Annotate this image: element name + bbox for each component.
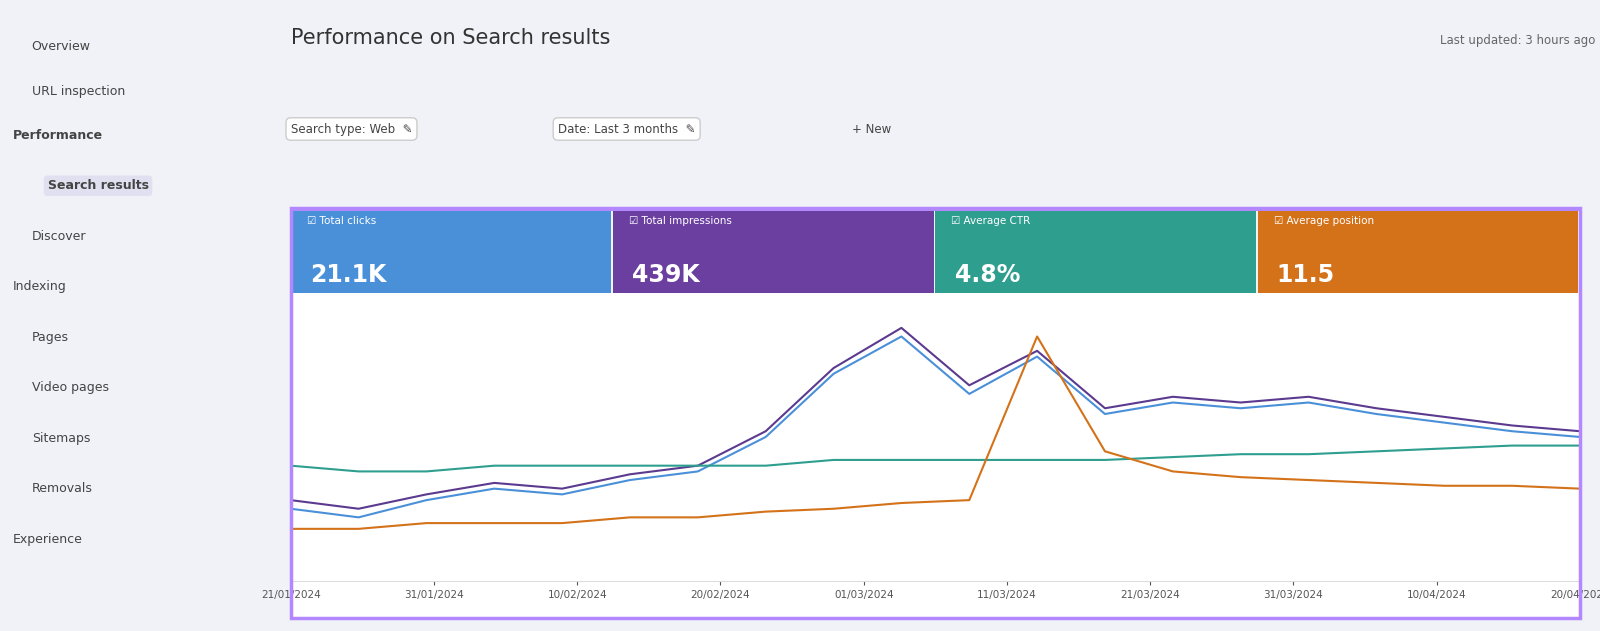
Text: Last updated: 3 hours ago: Last updated: 3 hours ago: [1440, 34, 1595, 47]
Text: Performance on Search results: Performance on Search results: [291, 28, 610, 48]
Text: 439K: 439K: [632, 263, 699, 287]
Text: ☑ Average CTR: ☑ Average CTR: [952, 216, 1030, 226]
Text: Discover: Discover: [32, 230, 86, 243]
Text: ☑ Average position: ☑ Average position: [1274, 216, 1374, 226]
Text: + New: + New: [851, 122, 891, 136]
Text: Video pages: Video pages: [32, 381, 109, 394]
Text: URL inspection: URL inspection: [32, 85, 125, 98]
Text: Indexing: Indexing: [13, 280, 67, 293]
Text: Pages: Pages: [32, 331, 69, 344]
Text: ☑ Total impressions: ☑ Total impressions: [629, 216, 731, 226]
Text: 4.8%: 4.8%: [955, 263, 1019, 287]
Text: Overview: Overview: [32, 40, 91, 54]
Text: ☑ Total clicks: ☑ Total clicks: [307, 216, 376, 226]
Text: 21.1K: 21.1K: [310, 263, 386, 287]
Text: Sitemaps: Sitemaps: [32, 432, 90, 445]
Text: Experience: Experience: [13, 533, 83, 546]
Text: Performance: Performance: [13, 129, 104, 142]
Text: Search type: Web  ✎: Search type: Web ✎: [291, 122, 413, 136]
Text: Date: Last 3 months  ✎: Date: Last 3 months ✎: [558, 122, 696, 136]
Text: Removals: Removals: [32, 482, 93, 495]
Text: 11.5: 11.5: [1277, 263, 1334, 287]
Text: Search results: Search results: [48, 179, 149, 192]
